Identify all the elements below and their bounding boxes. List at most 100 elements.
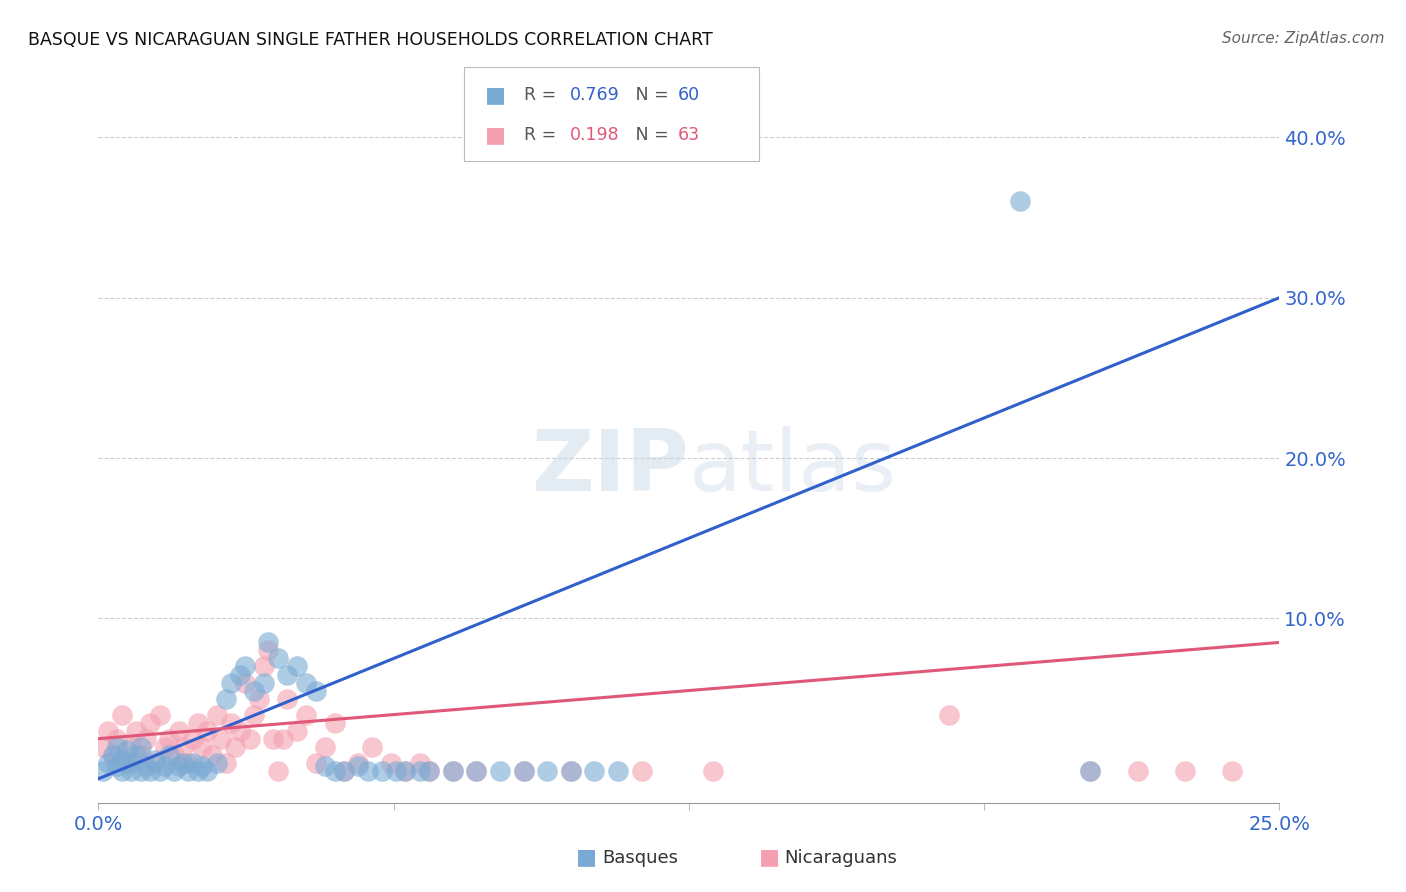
Point	[105, 759, 128, 773]
Point	[125, 747, 148, 762]
Point	[181, 731, 204, 746]
Point	[219, 715, 242, 730]
Point	[97, 756, 120, 770]
Point	[233, 659, 256, 673]
Point	[153, 739, 176, 754]
Point	[347, 756, 370, 770]
Point	[157, 731, 180, 746]
Point	[101, 747, 124, 762]
Point	[1126, 764, 1149, 778]
Point	[465, 764, 488, 778]
Point	[153, 759, 176, 773]
Point	[371, 764, 394, 778]
Point	[201, 747, 224, 762]
Point	[129, 764, 152, 778]
Point	[1174, 764, 1197, 778]
Point	[243, 707, 266, 722]
Point	[167, 723, 190, 738]
Point	[314, 739, 336, 754]
Point	[121, 764, 143, 778]
Point	[177, 764, 200, 778]
Point	[394, 764, 416, 778]
Point	[135, 731, 157, 746]
Point	[111, 752, 134, 766]
Text: 0.198: 0.198	[569, 126, 619, 144]
Point	[1080, 764, 1102, 778]
Point	[276, 691, 298, 706]
Point	[172, 756, 194, 770]
Text: ■: ■	[759, 847, 780, 867]
Point	[129, 739, 152, 754]
Point	[560, 764, 582, 778]
Point	[167, 759, 190, 773]
Text: atlas: atlas	[689, 425, 897, 509]
Point	[121, 739, 143, 754]
Point	[209, 731, 232, 746]
Point	[105, 731, 128, 746]
Point	[512, 764, 534, 778]
Point	[323, 715, 346, 730]
Point	[121, 756, 143, 770]
Point	[267, 651, 290, 665]
Point	[418, 764, 440, 778]
Point	[262, 731, 284, 746]
Point	[219, 675, 242, 690]
Text: N =: N =	[619, 126, 673, 144]
Text: 0.769: 0.769	[569, 87, 619, 104]
Text: ZIP: ZIP	[531, 425, 689, 509]
Point	[191, 739, 214, 754]
Text: ■: ■	[485, 125, 506, 145]
Text: 63: 63	[678, 126, 700, 144]
Point	[101, 747, 124, 762]
Text: ■: ■	[485, 85, 506, 105]
Point	[143, 756, 166, 770]
Point	[172, 739, 194, 754]
Point	[229, 667, 252, 681]
Point	[253, 659, 276, 673]
Text: R =: R =	[524, 126, 562, 144]
Point	[224, 739, 246, 754]
Point	[441, 764, 464, 778]
Point	[305, 683, 328, 698]
Point	[215, 691, 238, 706]
Point	[253, 675, 276, 690]
Point	[357, 764, 380, 778]
Point	[1008, 194, 1031, 209]
Point	[333, 764, 356, 778]
Text: Basques: Basques	[602, 849, 678, 867]
Text: ■: ■	[576, 847, 598, 867]
Point	[181, 756, 204, 770]
Point	[139, 715, 162, 730]
Point	[583, 764, 606, 778]
Point	[139, 764, 162, 778]
Point	[257, 635, 280, 649]
Point	[380, 756, 402, 770]
Point	[233, 675, 256, 690]
Point	[177, 756, 200, 770]
Point	[465, 764, 488, 778]
Point	[187, 764, 209, 778]
Point	[938, 707, 960, 722]
Point	[195, 723, 218, 738]
Text: N =: N =	[619, 87, 673, 104]
Point	[394, 764, 416, 778]
Point	[271, 731, 294, 746]
Point	[295, 675, 318, 690]
Point	[97, 723, 120, 738]
Point	[408, 756, 430, 770]
Point	[607, 764, 630, 778]
Point	[323, 764, 346, 778]
Point	[149, 707, 172, 722]
Point	[163, 764, 186, 778]
Point	[247, 691, 270, 706]
Point	[257, 643, 280, 657]
Point	[149, 764, 172, 778]
Point	[129, 747, 152, 762]
Point	[105, 739, 128, 754]
Point	[125, 723, 148, 738]
Point	[361, 739, 384, 754]
Point	[239, 731, 262, 746]
Point	[385, 764, 408, 778]
Point	[191, 759, 214, 773]
Point	[441, 764, 464, 778]
